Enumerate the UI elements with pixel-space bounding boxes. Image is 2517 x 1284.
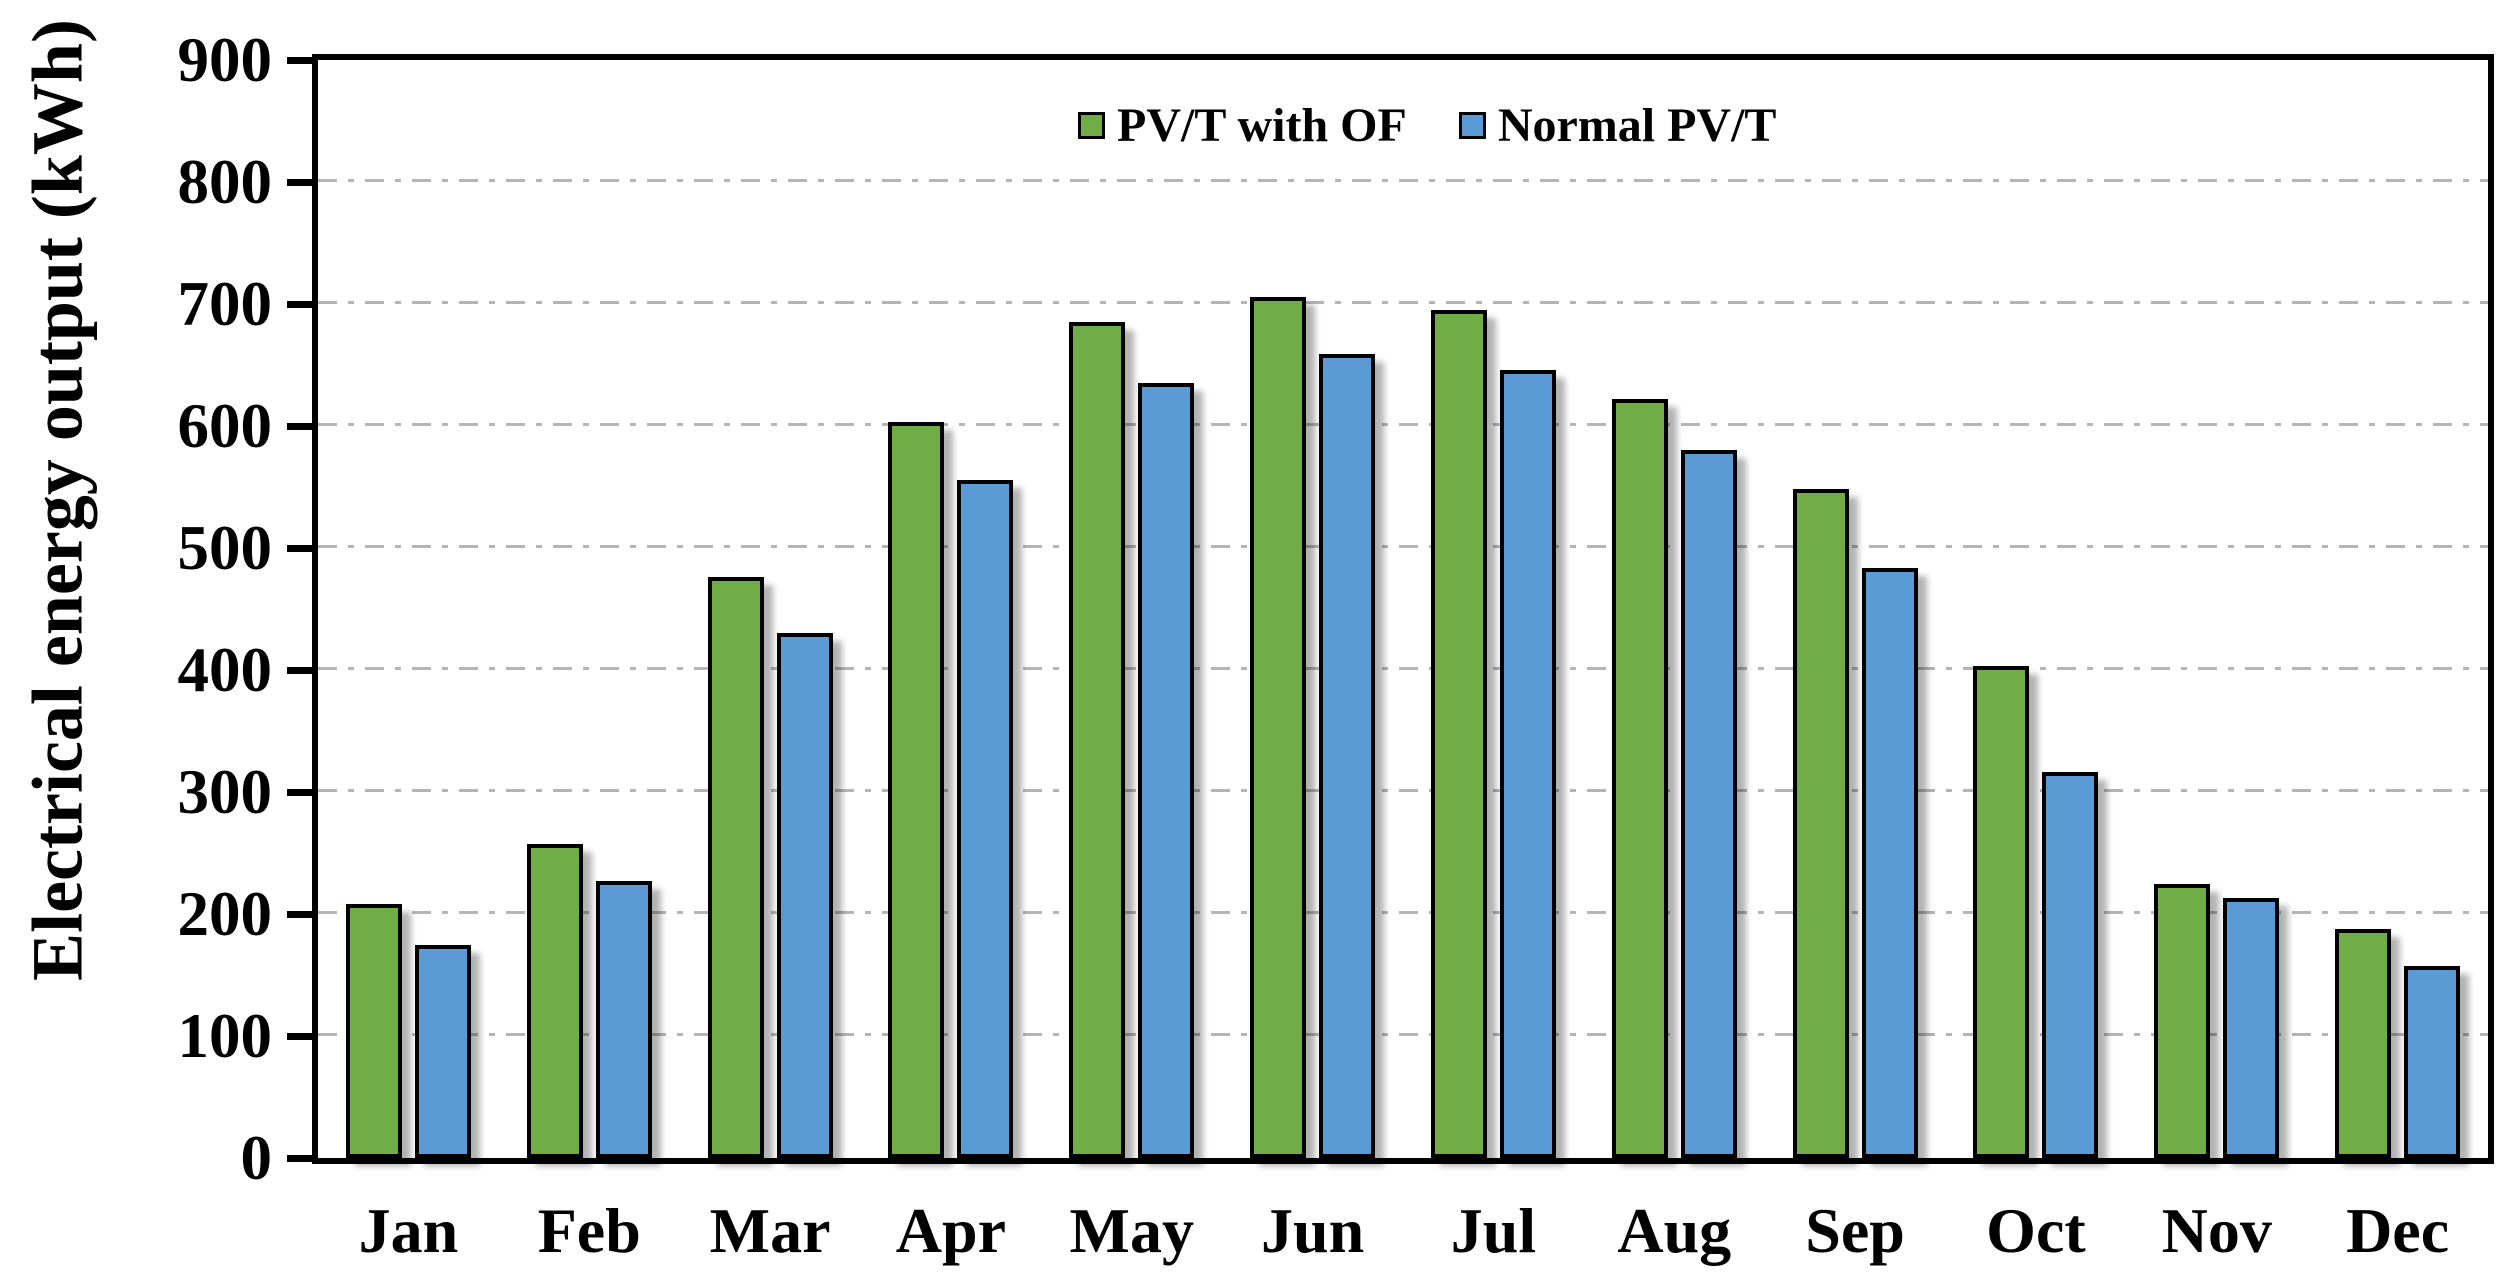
bar-pv-t-with-of-jun [1250,296,1307,1158]
y-tick-label-0: 0 [240,1123,273,1193]
bar-normal-pv-t-oct [2042,772,2099,1158]
bar-normal-pv-t-apr [957,479,1014,1158]
y-tick-300 [287,789,313,796]
bar-pv-t-with-of-jan [345,904,402,1158]
bar-pv-t-with-of-aug [1611,399,1668,1158]
legend-label: PV/T with OF [1117,99,1407,152]
bar-normal-pv-t-feb [595,881,652,1158]
gridline-400 [318,667,2488,670]
gridline-100 [318,1033,2488,1036]
y-tick-label-100: 100 [177,1001,273,1071]
bar-normal-pv-t-jan [414,944,471,1158]
y-tick-100 [287,1033,313,1040]
legend-label: Normal PV/T [1497,99,1777,152]
gridline-600 [318,423,2488,426]
y-tick-200 [287,911,313,918]
legend-swatch-icon [1458,112,1486,139]
x-label-mar: Mar [709,1195,831,1266]
y-tick-label-600: 600 [177,391,273,461]
gridline-300 [318,789,2488,792]
y-tick-900 [287,57,313,64]
bar-pv-t-with-of-mar [707,577,764,1158]
plot-area [312,54,2494,1164]
gridline-500 [318,545,2488,548]
y-tick-700 [287,301,313,308]
bar-normal-pv-t-jul [1499,369,1556,1158]
bar-pv-t-with-of-dec [2335,928,2392,1158]
y-tick-label-800: 800 [177,147,273,217]
x-label-jun: Jun [1260,1195,1365,1266]
bar-pv-t-with-of-may [1069,322,1126,1158]
gridline-200 [318,911,2488,914]
bar-normal-pv-t-sep [1861,567,1918,1158]
bar-normal-pv-t-nov [2223,898,2280,1158]
y-tick-label-700: 700 [177,269,273,339]
bar-normal-pv-t-mar [776,633,833,1158]
legend: PV/T with OF Normal PV/T [1078,98,1776,153]
gridline-800 [318,179,2488,182]
bar-normal-pv-t-dec [2404,966,2461,1158]
x-label-aug: Aug [1617,1195,1732,1266]
gridline-700 [318,301,2488,304]
bar-pv-t-with-of-jul [1430,310,1487,1158]
legend-swatch-icon [1078,112,1105,139]
x-label-sep: Sep [1805,1195,1905,1266]
x-label-dec: Dec [2346,1195,2450,1266]
bar-normal-pv-t-jun [1319,354,1376,1158]
y-tick-600 [287,423,313,430]
y-tick-800 [287,179,313,186]
bar-normal-pv-t-may [1138,383,1195,1158]
x-label-jan: Jan [358,1195,459,1266]
y-tick-label-300: 300 [177,757,273,827]
bar-pv-t-with-of-feb [526,844,583,1158]
legend-item-pv-t-with-of: PV/T with OF [1078,98,1407,153]
x-label-jul: Jul [1450,1195,1537,1266]
y-tick-label-500: 500 [177,513,273,583]
x-label-apr: Apr [895,1195,1007,1266]
x-label-feb: Feb [537,1195,641,1266]
y-tick-500 [287,545,313,552]
y-tick-label-200: 200 [177,879,273,949]
legend-item-normal-pv-t: Normal PV/T [1458,98,1777,153]
x-label-nov: Nov [2161,1195,2272,1266]
y-tick-label-400: 400 [177,635,273,705]
y-tick-0 [287,1155,313,1162]
bar-normal-pv-t-aug [1680,450,1737,1158]
y-tick-400 [287,667,313,674]
bar-pv-t-with-of-oct [1973,666,2030,1158]
bar-pv-t-with-of-sep [1792,489,1849,1158]
x-label-may: May [1069,1195,1194,1266]
y-tick-label-900: 900 [177,25,273,95]
bar-pv-t-with-of-apr [888,422,945,1158]
bar-pv-t-with-of-nov [2154,883,2211,1158]
x-label-oct: Oct [1986,1195,2086,1266]
